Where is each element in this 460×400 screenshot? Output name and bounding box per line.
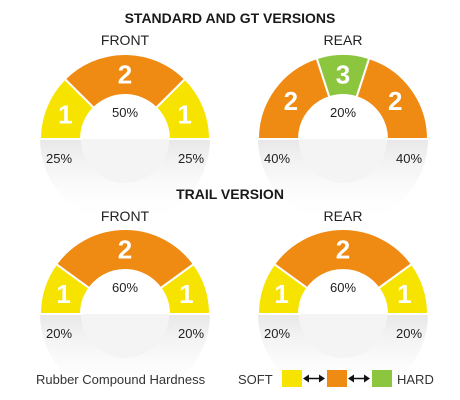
- legend-soft-swatch: [282, 370, 302, 387]
- gauge-segment-soft: [377, 262, 430, 315]
- legend-label: Rubber Compound Hardness: [36, 372, 206, 387]
- double-arrow-icon: [303, 374, 325, 383]
- gauge-hub-shadow: [81, 139, 169, 183]
- segment-hardness-value: 1: [56, 279, 70, 309]
- gauge-segment-soft: [154, 77, 212, 140]
- segment-percent: 20%: [264, 326, 290, 341]
- segment-percent: 25%: [178, 151, 204, 166]
- gauge-standard-front: FRONT 1 25% 2 50% 1 25%: [38, 32, 212, 224]
- gauge-shadow: [258, 139, 428, 224]
- segment-percent: 20%: [46, 326, 72, 341]
- gauge-segment-medium: [63, 53, 187, 110]
- segment-percent: 20%: [178, 326, 204, 341]
- legend: Rubber Compound Hardness SOFT HARD: [36, 370, 434, 387]
- gauge-hub-shadow: [299, 139, 387, 183]
- gauge-trail-front: FRONT 1 20% 2 60% 1 20%: [38, 208, 212, 399]
- gauge-segment-soft: [159, 262, 212, 315]
- segment-percent: 40%: [396, 151, 422, 166]
- segment-hardness-value: 3: [336, 60, 350, 90]
- segment-hardness-value: 1: [274, 279, 288, 309]
- segment-percent: 40%: [264, 151, 290, 166]
- segment-hardness-value: 1: [177, 99, 191, 129]
- segment-percent: 20%: [396, 326, 422, 341]
- segment-percent: 60%: [112, 280, 138, 295]
- gauge-shadow: [40, 139, 210, 224]
- segment-hardness-value: 1: [179, 279, 193, 309]
- gauge-label-rear: REAR: [324, 32, 363, 48]
- legend-medium-swatch: [327, 370, 347, 387]
- legend-soft-label: SOFT: [238, 372, 273, 387]
- segment-hardness-value: 1: [58, 99, 72, 129]
- segment-hardness-value: 2: [118, 235, 132, 265]
- segment-hardness-value: 2: [118, 60, 132, 90]
- gauge-segment-medium: [272, 228, 414, 290]
- segment-hardness-value: 2: [388, 86, 402, 116]
- gauge-hub-shadow: [299, 314, 387, 358]
- segment-percent: 60%: [330, 280, 356, 295]
- segment-hardness-value: 1: [397, 279, 411, 309]
- gauge-segment-medium: [54, 228, 196, 290]
- gauge-label-front: FRONT: [101, 208, 150, 224]
- gauge-segment-medium: [355, 56, 430, 140]
- gauge-label-rear: REAR: [324, 208, 363, 224]
- gauge-hub-shadow: [81, 314, 169, 358]
- section-title-trail: TRAIL VERSION: [176, 186, 284, 202]
- segment-hardness-value: 2: [284, 86, 298, 116]
- double-arrow-icon: [348, 374, 370, 383]
- gauge-shadow: [40, 314, 210, 399]
- section-title-standard: STANDARD AND GT VERSIONS: [125, 10, 336, 26]
- segment-percent: 20%: [330, 105, 356, 120]
- segment-hardness-value: 2: [336, 235, 350, 265]
- legend-hard-label: HARD: [397, 372, 434, 387]
- legend-hard-swatch: [372, 370, 392, 387]
- segment-percent: 25%: [46, 151, 72, 166]
- gauge-label-front: FRONT: [101, 32, 150, 48]
- gauge-standard-rear: REAR 2 40% 3 20% 2 40%: [256, 32, 430, 224]
- segment-percent: 50%: [112, 105, 138, 120]
